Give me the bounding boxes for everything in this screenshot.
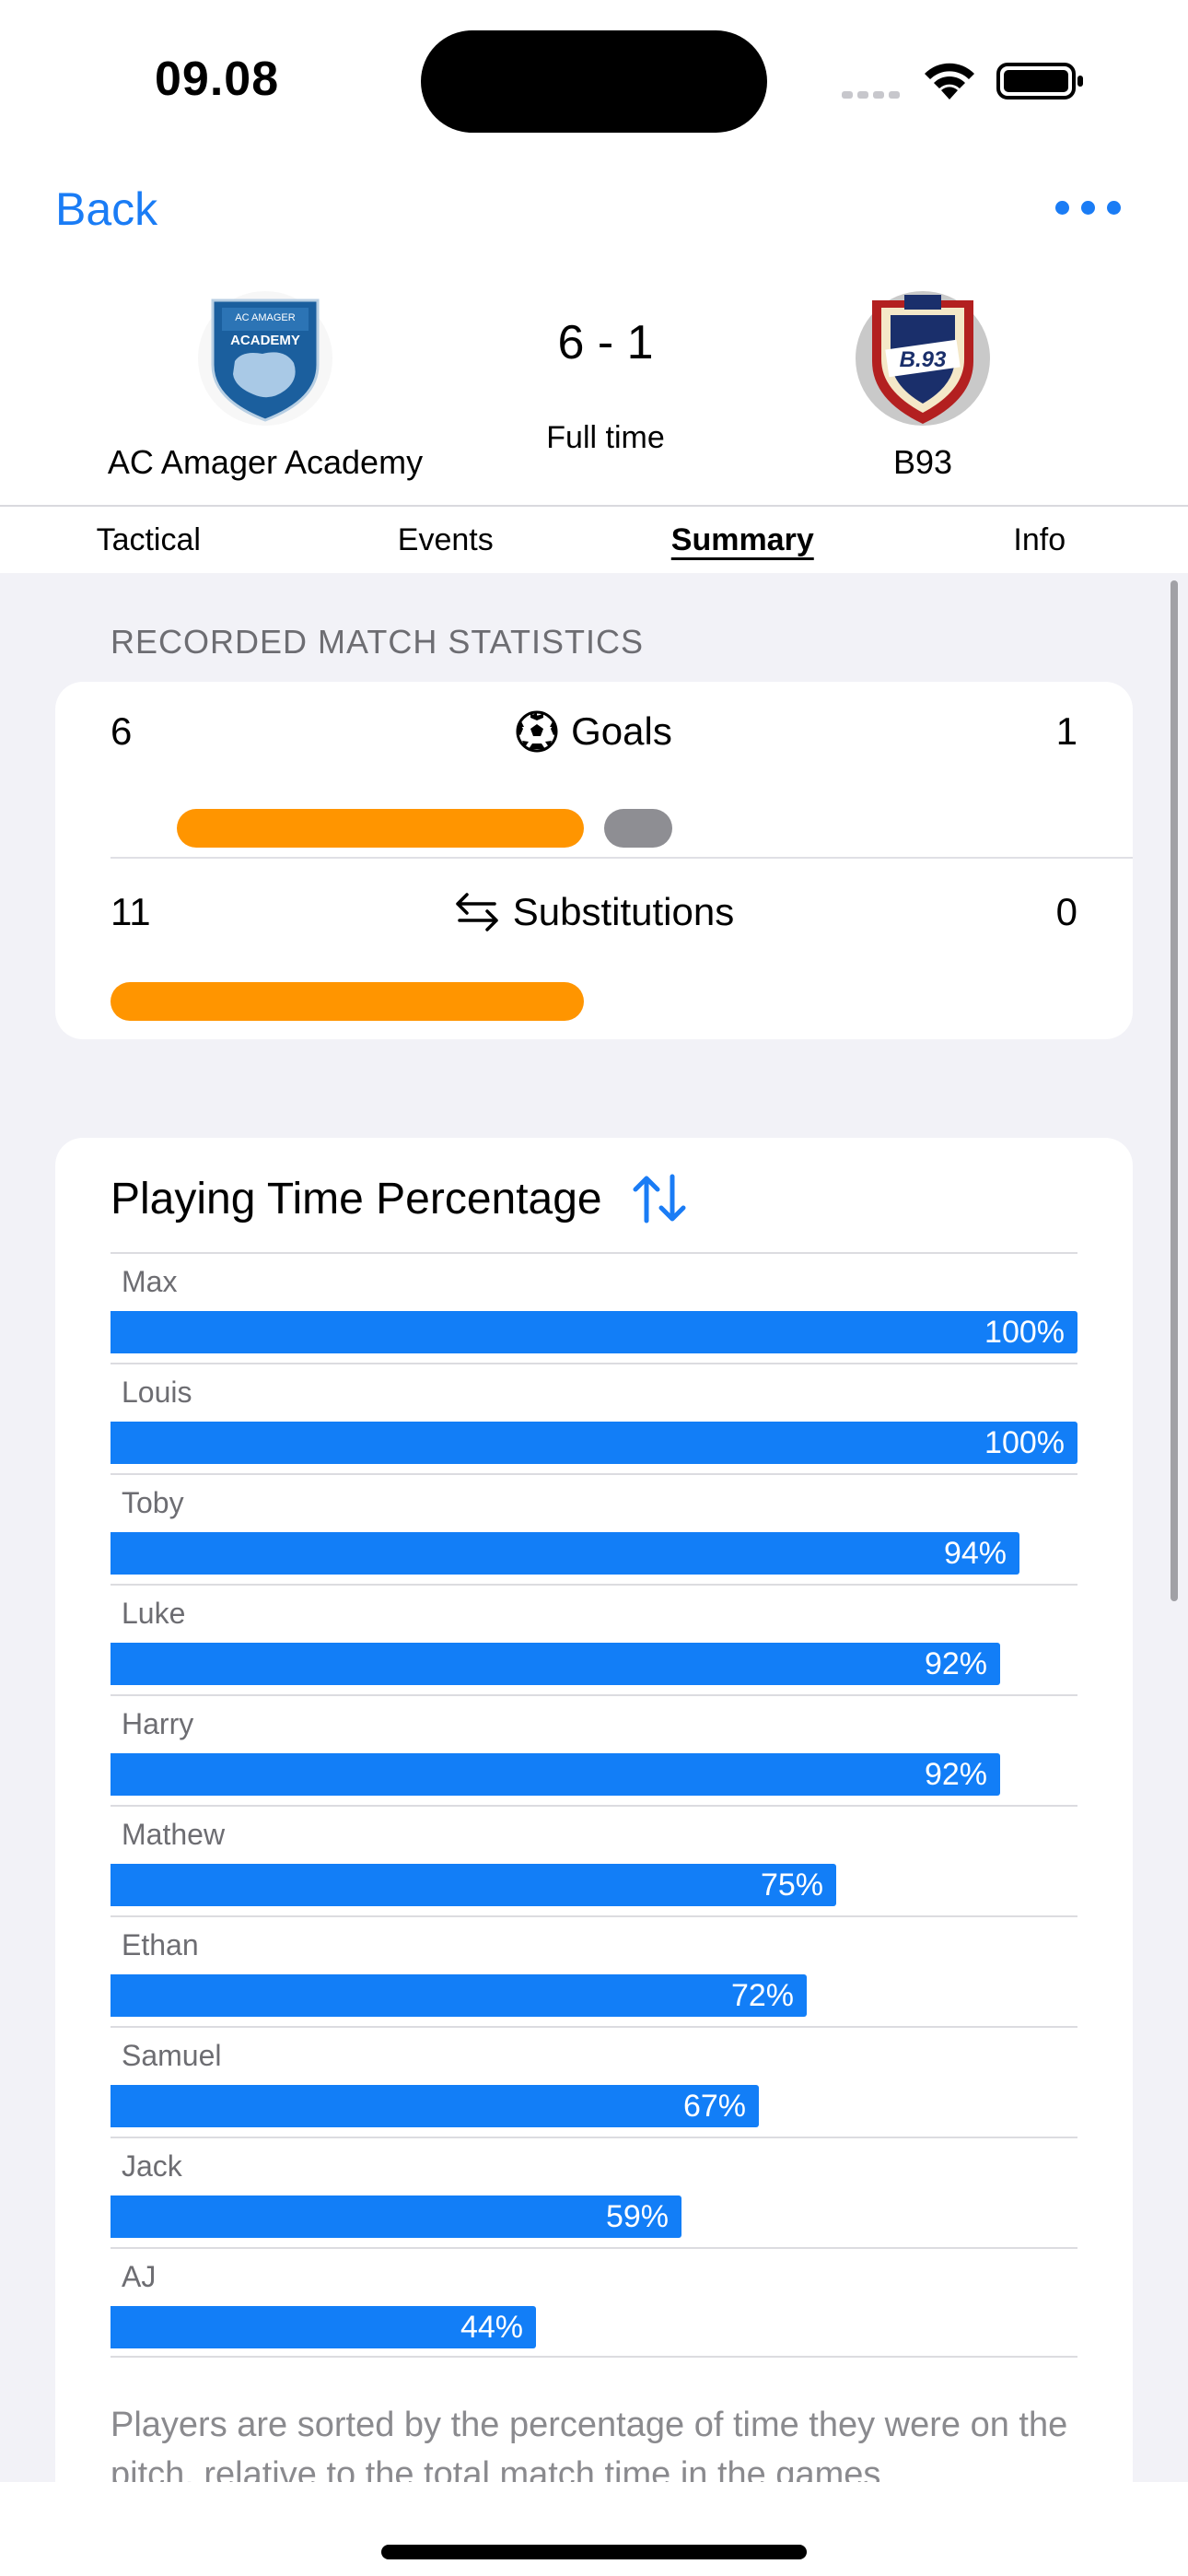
- playing-time-bar: 67%: [111, 2085, 759, 2127]
- playing-time-bar: 100%: [111, 1422, 1077, 1464]
- goals-label-wrap: Goals: [55, 709, 1133, 754]
- bottom-bar: [0, 2482, 1188, 2576]
- sort-icon[interactable]: [630, 1173, 689, 1224]
- player-name: AJ: [122, 2260, 157, 2293]
- playing-time-bar: 94%: [111, 1532, 1019, 1575]
- playing-time-value: 94%: [943, 1536, 1007, 1571]
- home-team-logo: AC AMAGER ACADEMY: [198, 291, 332, 426]
- player-name: Harry: [122, 1707, 194, 1740]
- home-logo-top-text: AC AMAGER: [235, 312, 295, 323]
- home-indicator[interactable]: [381, 2545, 807, 2559]
- back-button[interactable]: Back: [55, 183, 158, 235]
- match-header: Back AC AMAGER ACADEMY AC Amager Academy…: [0, 157, 1188, 507]
- player-name: Luke: [122, 1597, 186, 1630]
- away-team[interactable]: B.93 B93: [693, 289, 1153, 482]
- goals-away-value: 1: [1055, 709, 1077, 753]
- player-row: Samuel 67%: [111, 2026, 1077, 2137]
- tab-summary[interactable]: Summary: [670, 522, 814, 557]
- header-divider: [0, 505, 1188, 507]
- playing-time-value: 100%: [984, 1315, 1065, 1350]
- substitutions-label: Substitutions: [512, 890, 735, 933]
- player-row: Louis 100%: [111, 1363, 1077, 1473]
- home-team[interactable]: AC AMAGER ACADEMY AC Amager Academy: [35, 289, 495, 482]
- goals-home-bar: [177, 809, 584, 848]
- player-name: Samuel: [122, 2039, 222, 2072]
- playing-time-value: 44%: [460, 2310, 523, 2345]
- playing-time-value: 59%: [605, 2199, 669, 2234]
- playing-time-value: 92%: [924, 1646, 987, 1681]
- stat-divider: [111, 857, 1133, 859]
- playing-time-card: Playing Time Percentage Max 100% Louis 100%…: [55, 1138, 1133, 2576]
- playing-time-value: 67%: [682, 2089, 746, 2124]
- more-options-icon[interactable]: [1055, 201, 1133, 219]
- cellular-signal-icon: [842, 87, 904, 103]
- playing-time-list: Max 100% Louis 100% Toby 94% Luke 92% Harry 92% Ma…: [111, 1252, 1077, 2358]
- player-row: Jack 59%: [111, 2137, 1077, 2247]
- swap-arrows-icon: [456, 893, 498, 931]
- playing-time-bar: 44%: [111, 2306, 536, 2348]
- scroll-indicator[interactable]: [1171, 580, 1178, 1601]
- tab-events[interactable]: Events: [397, 522, 494, 557]
- substitutions-home-bar: [111, 982, 584, 1021]
- playing-time-value: 75%: [760, 1868, 823, 1903]
- goals-label: Goals: [571, 709, 672, 753]
- player-name: Mathew: [122, 1818, 226, 1851]
- player-name: Toby: [122, 1486, 184, 1519]
- player-name: Ethan: [122, 1928, 199, 1961]
- playing-time-bar: 59%: [111, 2195, 681, 2238]
- player-row: AJ 44%: [111, 2247, 1077, 2358]
- substitutions-label-wrap: Substitutions: [55, 890, 1133, 934]
- playing-time-bar: 100%: [111, 1311, 1077, 1353]
- player-row: Harry 92%: [111, 1694, 1077, 1805]
- match-status: Full time: [546, 420, 665, 455]
- soccer-ball-icon: [516, 710, 558, 753]
- playing-time-title-wrap: Playing Time Percentage: [111, 1173, 689, 1224]
- battery-icon: [996, 63, 1083, 100]
- player-row: Luke 92%: [111, 1584, 1077, 1694]
- substitutions-home-value: 11: [111, 890, 151, 933]
- match-score: 6 - 1: [557, 316, 654, 369]
- player-name: Max: [122, 1265, 178, 1298]
- player-row: Mathew 75%: [111, 1805, 1077, 1915]
- away-team-name: B93: [892, 443, 953, 481]
- player-row: Ethan 72%: [111, 1915, 1077, 2026]
- substitutions-away-value: 0: [1055, 890, 1077, 933]
- playing-time-title: Playing Time Percentage: [111, 1174, 602, 1224]
- dynamic-island: [421, 30, 767, 133]
- goals-away-bar: [604, 809, 672, 848]
- wifi-icon: [925, 63, 974, 100]
- playing-time-bar: 72%: [111, 1974, 807, 2017]
- home-team-name: AC Amager Academy: [107, 443, 424, 481]
- tab-info[interactable]: Info: [1013, 522, 1066, 557]
- status-bar: 09.08: [0, 0, 1188, 157]
- playing-time-value: 100%: [984, 1425, 1065, 1460]
- away-team-logo: B.93: [856, 291, 990, 426]
- playing-time-bar: 75%: [111, 1864, 836, 1906]
- status-time: 09.08: [155, 53, 280, 106]
- player-name: Jack: [122, 2149, 182, 2183]
- playing-time-value: 72%: [730, 1978, 794, 2013]
- playing-time-bar: 92%: [111, 1643, 1000, 1685]
- home-logo-bottom-text: ACADEMY: [230, 333, 300, 348]
- away-logo-text: B.93: [900, 347, 947, 372]
- player-row: Toby 94%: [111, 1473, 1077, 1584]
- tab-tactical[interactable]: Tactical: [96, 522, 201, 557]
- playing-time-value: 92%: [924, 1757, 987, 1792]
- player-name: Louis: [122, 1376, 192, 1409]
- match-tabs: Tactical Events Summary Info: [0, 507, 1188, 573]
- goals-home-value: 6: [111, 709, 133, 753]
- player-row: Max 100%: [111, 1252, 1077, 1363]
- stats-section-title: RECORDED MATCH STATISTICS: [111, 623, 645, 661]
- playing-time-bar: 92%: [111, 1753, 1000, 1796]
- match-stats-card: 6 Goals 1 11 Substitutions: [55, 682, 1133, 1039]
